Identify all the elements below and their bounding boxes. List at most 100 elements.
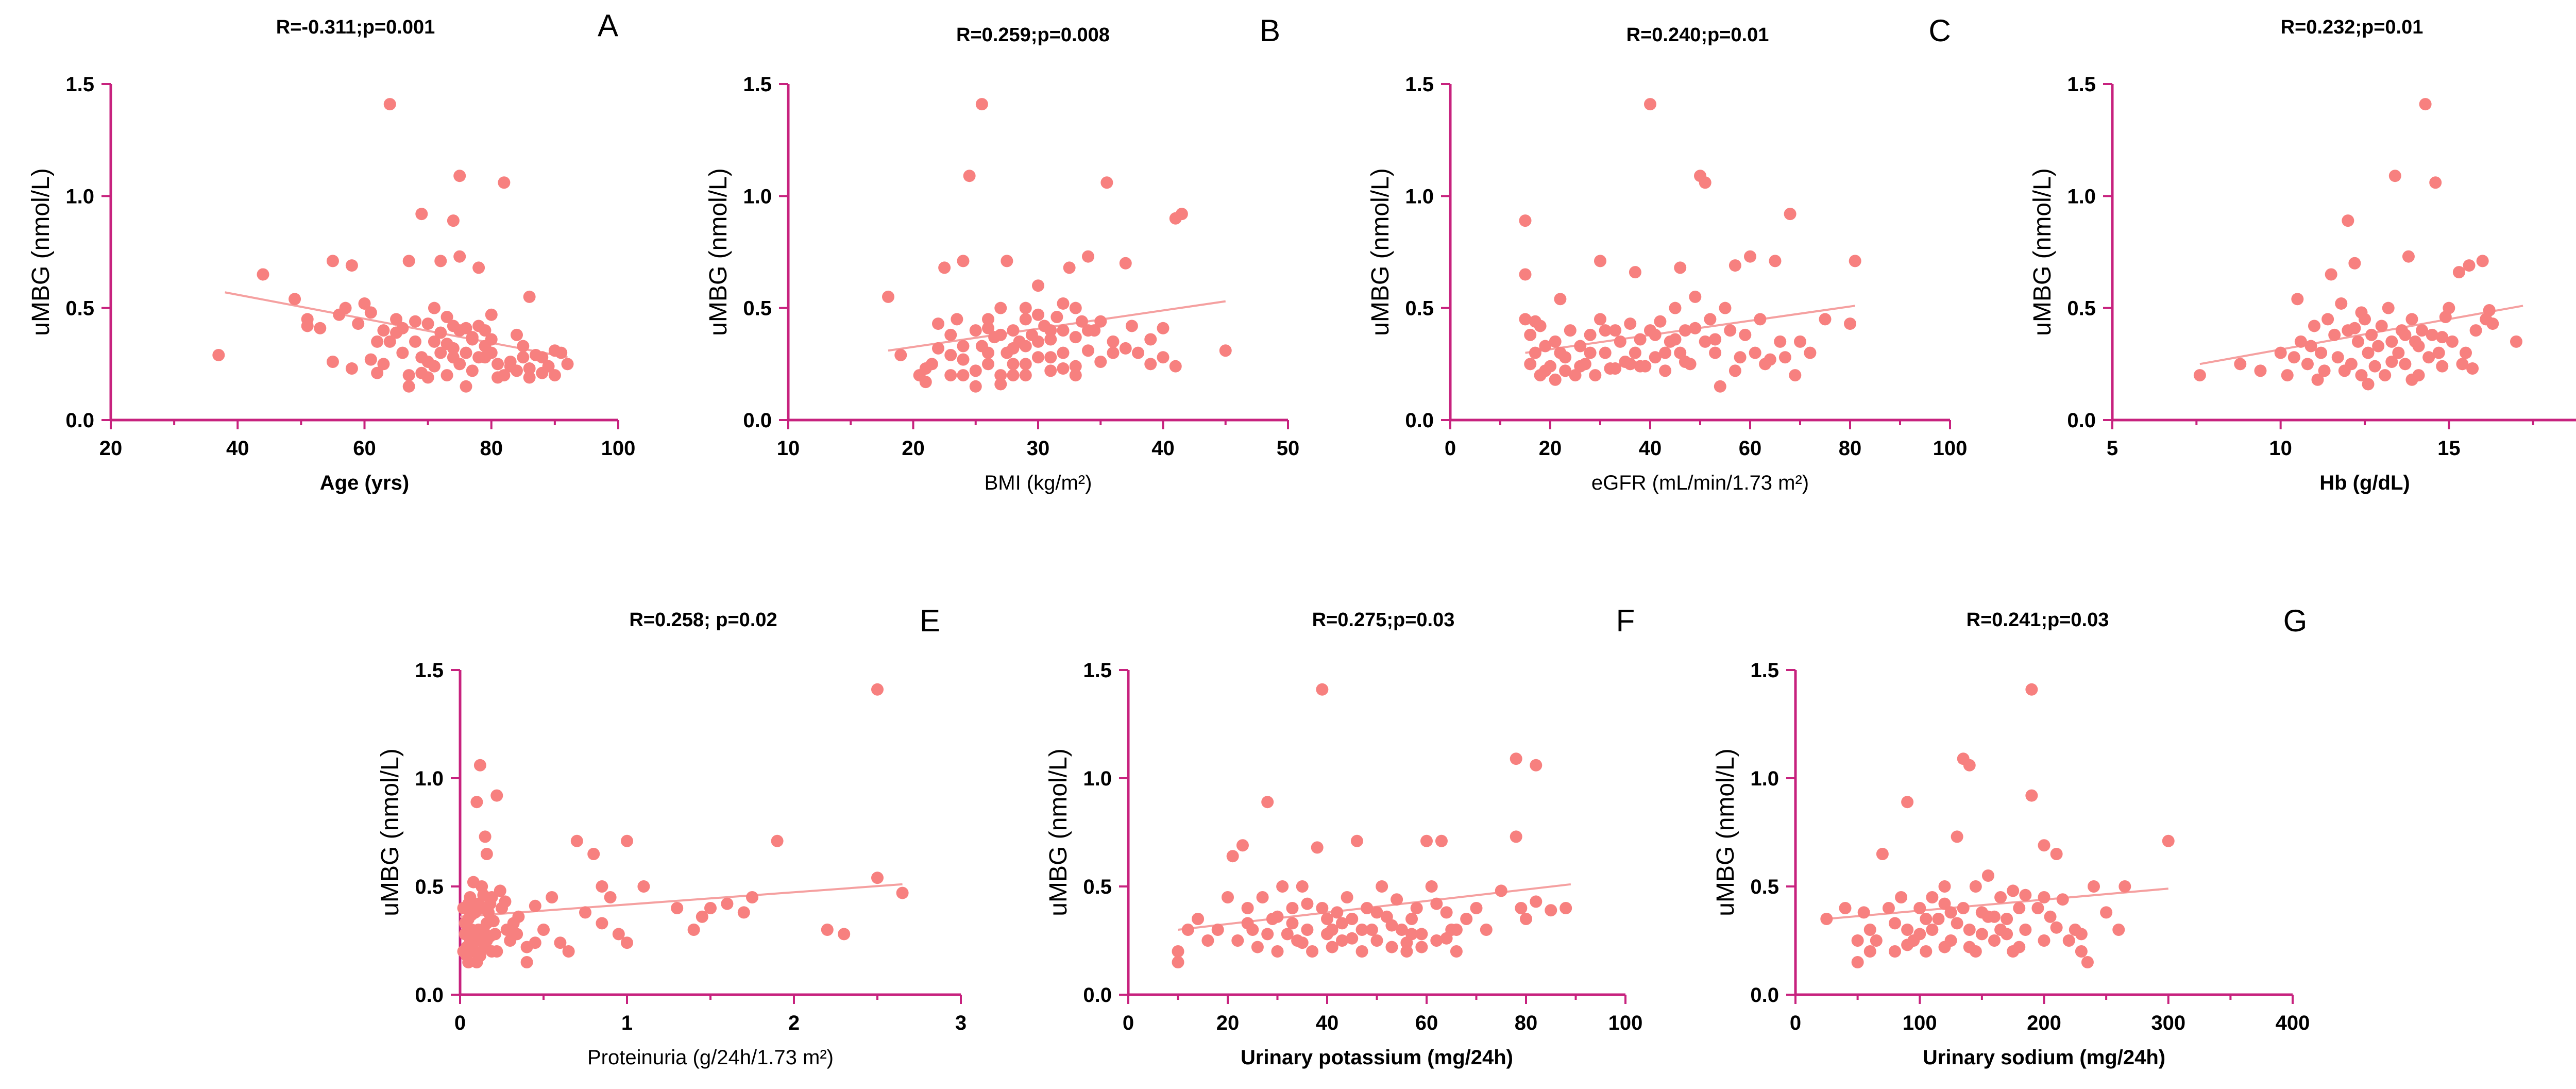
data-point: [1132, 346, 1144, 359]
data-point: [721, 897, 734, 910]
data-point: [2342, 214, 2354, 227]
data-point: [1335, 917, 1348, 930]
data-point: [345, 362, 358, 375]
data-point: [377, 358, 390, 371]
data-point: [470, 956, 483, 968]
y-tick-label: 1.5: [415, 659, 444, 682]
y-axis-label: uMBG (nmol/L): [1045, 748, 1072, 916]
data-point: [1069, 331, 1082, 344]
data-point: [963, 170, 976, 182]
data-point: [1326, 924, 1338, 936]
y-axis-label: uMBG (nmol/L): [1367, 168, 1394, 336]
data-point: [1938, 897, 1951, 910]
panel-letter: F: [1616, 604, 1635, 638]
data-point: [1564, 324, 1577, 337]
data-point: [1704, 313, 1717, 326]
data-point: [1510, 752, 1522, 765]
data-point: [2452, 266, 2465, 279]
y-tick-label: 1.0: [415, 767, 444, 790]
data-point: [1157, 322, 1170, 334]
data-point: [2399, 358, 2412, 371]
data-point: [975, 98, 988, 111]
data-point: [1739, 328, 1752, 341]
y-tick-label: 1.5: [65, 73, 94, 96]
data-point: [1895, 891, 1908, 903]
data-point: [480, 934, 493, 947]
data-point: [1276, 880, 1289, 893]
data-point: [2050, 921, 2063, 934]
data-point: [1346, 932, 1359, 945]
y-tick-label: 1.5: [1750, 659, 1779, 682]
data-point: [1882, 902, 1895, 914]
data-point: [523, 362, 536, 375]
data-point: [1241, 917, 1254, 930]
data-point: [1480, 924, 1493, 936]
data-point: [2331, 351, 2344, 364]
data-point: [2432, 346, 2445, 359]
data-point: [2399, 328, 2412, 341]
data-point: [480, 917, 493, 930]
data-point: [409, 315, 421, 328]
data-point: [339, 301, 352, 314]
data-point: [2281, 369, 2294, 382]
data-point: [1820, 913, 1833, 925]
data-point: [473, 759, 486, 772]
x-tick-label: 100: [1608, 1012, 1643, 1034]
data-point: [1355, 945, 1368, 958]
data-point: [1069, 369, 1082, 382]
panel-letter: B: [1260, 13, 1280, 48]
data-point: [1231, 934, 1244, 947]
data-point: [1659, 346, 1672, 359]
x-tick-label: 40: [1151, 437, 1175, 460]
data-point: [1365, 924, 1378, 936]
y-tick-label: 1.5: [2067, 73, 2096, 96]
data-point: [2294, 335, 2307, 348]
data-point: [1689, 322, 1702, 334]
chart-panel-f: R=0.275;p=0.03 F 0.0 0.5 1.0 1.5 0 20 40 60 80 100 u…: [1045, 604, 1642, 1069]
data-point: [1271, 945, 1284, 958]
data-point: [1094, 355, 1107, 368]
data-point: [1714, 380, 1726, 393]
data-point: [460, 380, 472, 393]
data-point: [462, 897, 475, 910]
data-point: [1385, 941, 1398, 953]
data-point: [957, 340, 970, 353]
data-point: [1144, 333, 1157, 346]
y-tick-label: 0.5: [743, 297, 772, 320]
data-point: [1157, 351, 1170, 364]
x-tick-label: 10: [2269, 437, 2292, 460]
data-point: [1400, 945, 1413, 958]
data-point: [2335, 297, 2348, 310]
chart-panel-e: R=0.258; p=0.02 E 0.0 0.5 1.0 1.5 0 1 2 3 uMBG (nm…: [377, 604, 967, 1069]
data-point: [2315, 346, 2328, 359]
data-point: [465, 908, 478, 921]
data-point: [371, 335, 384, 348]
data-point: [1901, 924, 1914, 936]
data-point: [1350, 834, 1363, 847]
chart-panel-g: R=0.241;p=0.03 G 0.0 0.5 1.0 1.5 0 100 200 300 400…: [1712, 604, 2310, 1069]
data-point: [421, 371, 434, 384]
data-point: [1901, 939, 1914, 951]
y-tick-label: 0.0: [1750, 984, 1779, 1007]
x-tick-label: 60: [1739, 437, 1762, 460]
data-point: [2365, 328, 2378, 341]
data-point: [2372, 340, 2385, 353]
x-tick-label: 10: [777, 437, 800, 460]
data-point: [2402, 250, 2415, 263]
data-point: [1172, 956, 1184, 968]
data-point: [1063, 261, 1076, 274]
data-point: [932, 317, 944, 330]
data-point: [2062, 934, 2075, 947]
data-point: [1769, 255, 1782, 267]
data-point: [2480, 313, 2493, 326]
data-point: [1609, 324, 1622, 337]
data-point: [687, 924, 700, 936]
data-point: [1926, 891, 1939, 903]
data-point: [1331, 906, 1344, 919]
data-point: [1951, 830, 1963, 843]
data-point: [440, 311, 453, 324]
data-point: [982, 313, 994, 326]
data-point: [994, 301, 1007, 314]
data-point: [994, 328, 1007, 341]
data-point: [621, 936, 633, 949]
